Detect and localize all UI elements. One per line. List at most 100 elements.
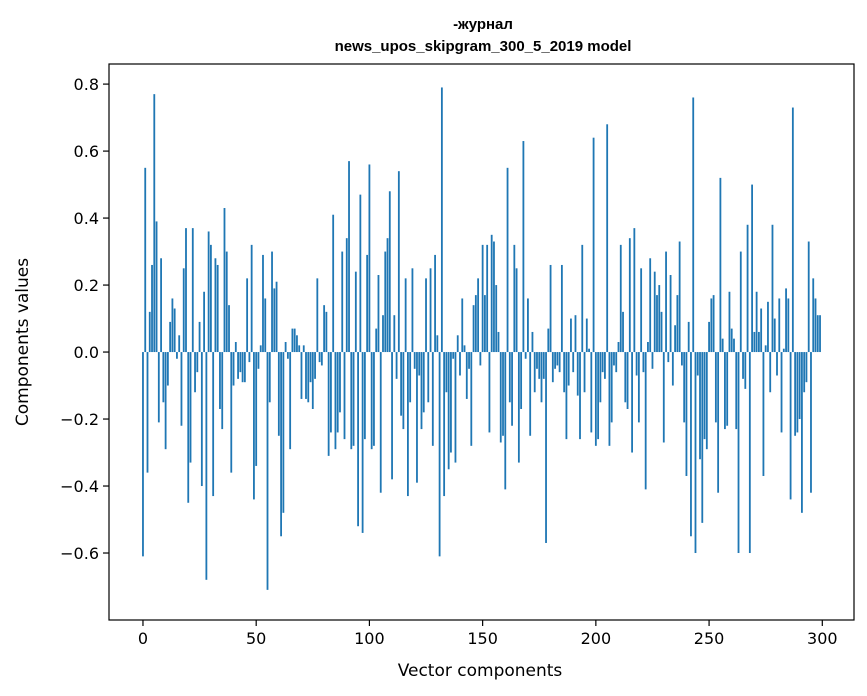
bar-119 — [411, 268, 414, 353]
bar-150 — [481, 244, 484, 353]
bar-114 — [400, 352, 403, 416]
bar-215 — [628, 238, 631, 353]
bar-158 — [499, 352, 502, 443]
bar-244 — [694, 352, 697, 554]
bar-12 — [169, 321, 172, 353]
bar-171 — [529, 352, 532, 436]
bar-67 — [293, 328, 296, 353]
bar-45 — [243, 352, 246, 383]
bar-248 — [703, 352, 706, 440]
bar-299 — [819, 315, 821, 353]
bar-179 — [547, 328, 550, 353]
bar-13 — [171, 298, 174, 353]
bar-57 — [271, 251, 273, 353]
bar-286 — [789, 352, 792, 500]
x-axis-label: Vector components — [398, 661, 563, 681]
bar-298 — [816, 315, 819, 353]
bar-273 — [760, 308, 763, 353]
bar-237 — [678, 241, 681, 353]
bar-1 — [144, 167, 147, 353]
y-tick-label: −0.6 — [60, 544, 99, 563]
bar-230 — [662, 352, 665, 443]
bar-271 — [755, 291, 758, 353]
bar-148 — [477, 278, 480, 353]
bar-181 — [551, 352, 554, 383]
plot-frame — [108, 63, 855, 621]
bar-65 — [289, 352, 292, 450]
bar-202 — [599, 352, 602, 403]
bar-161 — [506, 167, 509, 353]
bar-287 — [791, 107, 794, 353]
bar-240 — [685, 352, 688, 476]
bar-207 — [610, 352, 613, 423]
bar-100 — [368, 164, 371, 353]
bar-46 — [246, 278, 249, 353]
bar-226 — [653, 271, 656, 353]
bar-219 — [637, 352, 640, 423]
bar-90 — [345, 238, 348, 353]
bar-6 — [155, 221, 158, 353]
bar-80 — [323, 305, 326, 353]
bar-48 — [250, 244, 253, 353]
bar-85 — [334, 352, 337, 450]
bar-120 — [413, 352, 416, 369]
bar-97 — [361, 352, 364, 533]
bar-293 — [805, 352, 808, 383]
bar-187 — [565, 352, 568, 440]
y-tick-label: 0.8 — [74, 75, 99, 94]
bar-76 — [314, 352, 316, 379]
bar-121 — [416, 352, 418, 483]
bar-209 — [615, 352, 618, 373]
bar-61 — [280, 352, 282, 537]
bar-42 — [237, 352, 239, 379]
bar-221 — [642, 352, 645, 373]
bar-5 — [153, 94, 156, 353]
bar-247 — [701, 352, 704, 523]
bar-134 — [445, 352, 448, 393]
bar-183 — [556, 352, 559, 366]
bar-41 — [234, 342, 237, 353]
bar-55 — [266, 352, 269, 590]
y-axis-label: Components values — [13, 258, 33, 426]
bar-4 — [151, 264, 153, 353]
bar-214 — [626, 352, 629, 409]
bar-190 — [572, 352, 575, 373]
bar-128 — [431, 352, 434, 446]
bar-178 — [545, 352, 547, 543]
bar-182 — [554, 352, 556, 369]
bar-70 — [300, 352, 303, 399]
x-tick-label: 300 — [807, 629, 838, 648]
bar-104 — [377, 275, 380, 353]
bar-3 — [148, 311, 151, 353]
bar-20 — [187, 352, 190, 503]
bar-131 — [438, 352, 441, 557]
bar-77 — [316, 278, 319, 353]
bar-255 — [719, 177, 722, 353]
bar-124 — [422, 352, 425, 413]
bar-174 — [536, 352, 538, 369]
bar-212 — [622, 311, 624, 353]
bar-112 — [395, 352, 398, 379]
bar-56 — [268, 352, 271, 403]
bar-155 — [493, 241, 495, 353]
bar-272 — [757, 331, 760, 353]
bar-261 — [733, 338, 735, 353]
bar-43 — [239, 352, 242, 373]
bar-101 — [370, 352, 373, 450]
bar-87 — [339, 352, 341, 413]
bar-195 — [583, 352, 586, 393]
x-tick-label: 0 — [138, 629, 148, 648]
bar-283 — [782, 348, 785, 353]
bar-84 — [332, 214, 335, 353]
x-tick-label: 100 — [354, 629, 385, 648]
bar-266 — [744, 352, 747, 389]
bar-253 — [714, 352, 717, 423]
bar-227 — [656, 295, 658, 353]
bar-275 — [764, 345, 767, 353]
bar-169 — [524, 352, 527, 359]
chart-title: -журнал — [453, 16, 513, 33]
bar-204 — [604, 352, 606, 379]
bar-205 — [606, 124, 609, 353]
bar-110 — [391, 352, 393, 480]
